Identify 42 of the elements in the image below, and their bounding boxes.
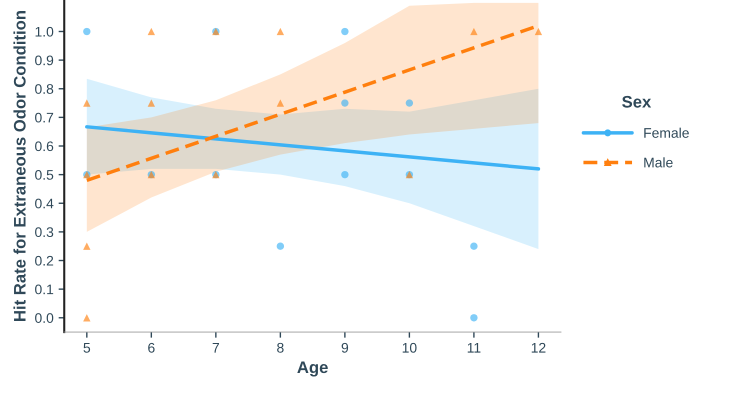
x-axis-title: Age — [297, 362, 328, 377]
x-tick-label: 10 — [402, 342, 417, 353]
point — [148, 99, 156, 107]
y-axis-title: Hit Rate for Extraneous Odor Condition — [13, 11, 26, 321]
point — [341, 28, 349, 36]
point — [276, 242, 284, 250]
point — [470, 314, 478, 322]
legend-title: Sex — [622, 96, 652, 108]
x-tick-label: 11 — [468, 343, 480, 353]
y-tick-label: 0.3 — [35, 227, 54, 238]
point — [83, 314, 90, 322]
legend-label: Male — [644, 157, 673, 168]
y-tick-label: 1.0 — [36, 26, 54, 37]
y-tick-label: 0.9 — [35, 55, 54, 66]
y-tick-label: 0.5 — [35, 170, 54, 180]
point — [406, 99, 414, 107]
x-tick-label: 8 — [277, 342, 284, 353]
y-tick-label: 0.0 — [35, 313, 54, 323]
y-tick-label: 0.2 — [35, 256, 54, 266]
legend-label: Female — [644, 128, 689, 138]
y-tick-label: 0.8 — [35, 84, 54, 94]
point — [276, 99, 284, 107]
point — [276, 28, 284, 36]
point — [341, 170, 349, 178]
point — [83, 242, 90, 250]
x-tick-label: 12 — [532, 342, 546, 353]
point — [83, 28, 90, 36]
point — [341, 99, 349, 107]
x-tick-label: 9 — [342, 342, 348, 353]
y-tick-label: 0.4 — [35, 198, 54, 208]
x-tick-label: 7 — [212, 343, 220, 353]
point — [470, 28, 478, 36]
point — [83, 99, 90, 107]
point — [534, 28, 542, 36]
x-tick-label: 6 — [148, 342, 155, 353]
y-tick-label: 0.7 — [35, 112, 54, 123]
line-series — [85, 125, 540, 171]
y-tick-label: 0.1 — [35, 284, 54, 294]
y-tick-label: 0.6 — [35, 141, 54, 152]
point — [148, 28, 156, 36]
x-tick-label: 5 — [84, 343, 90, 353]
point — [470, 242, 478, 250]
